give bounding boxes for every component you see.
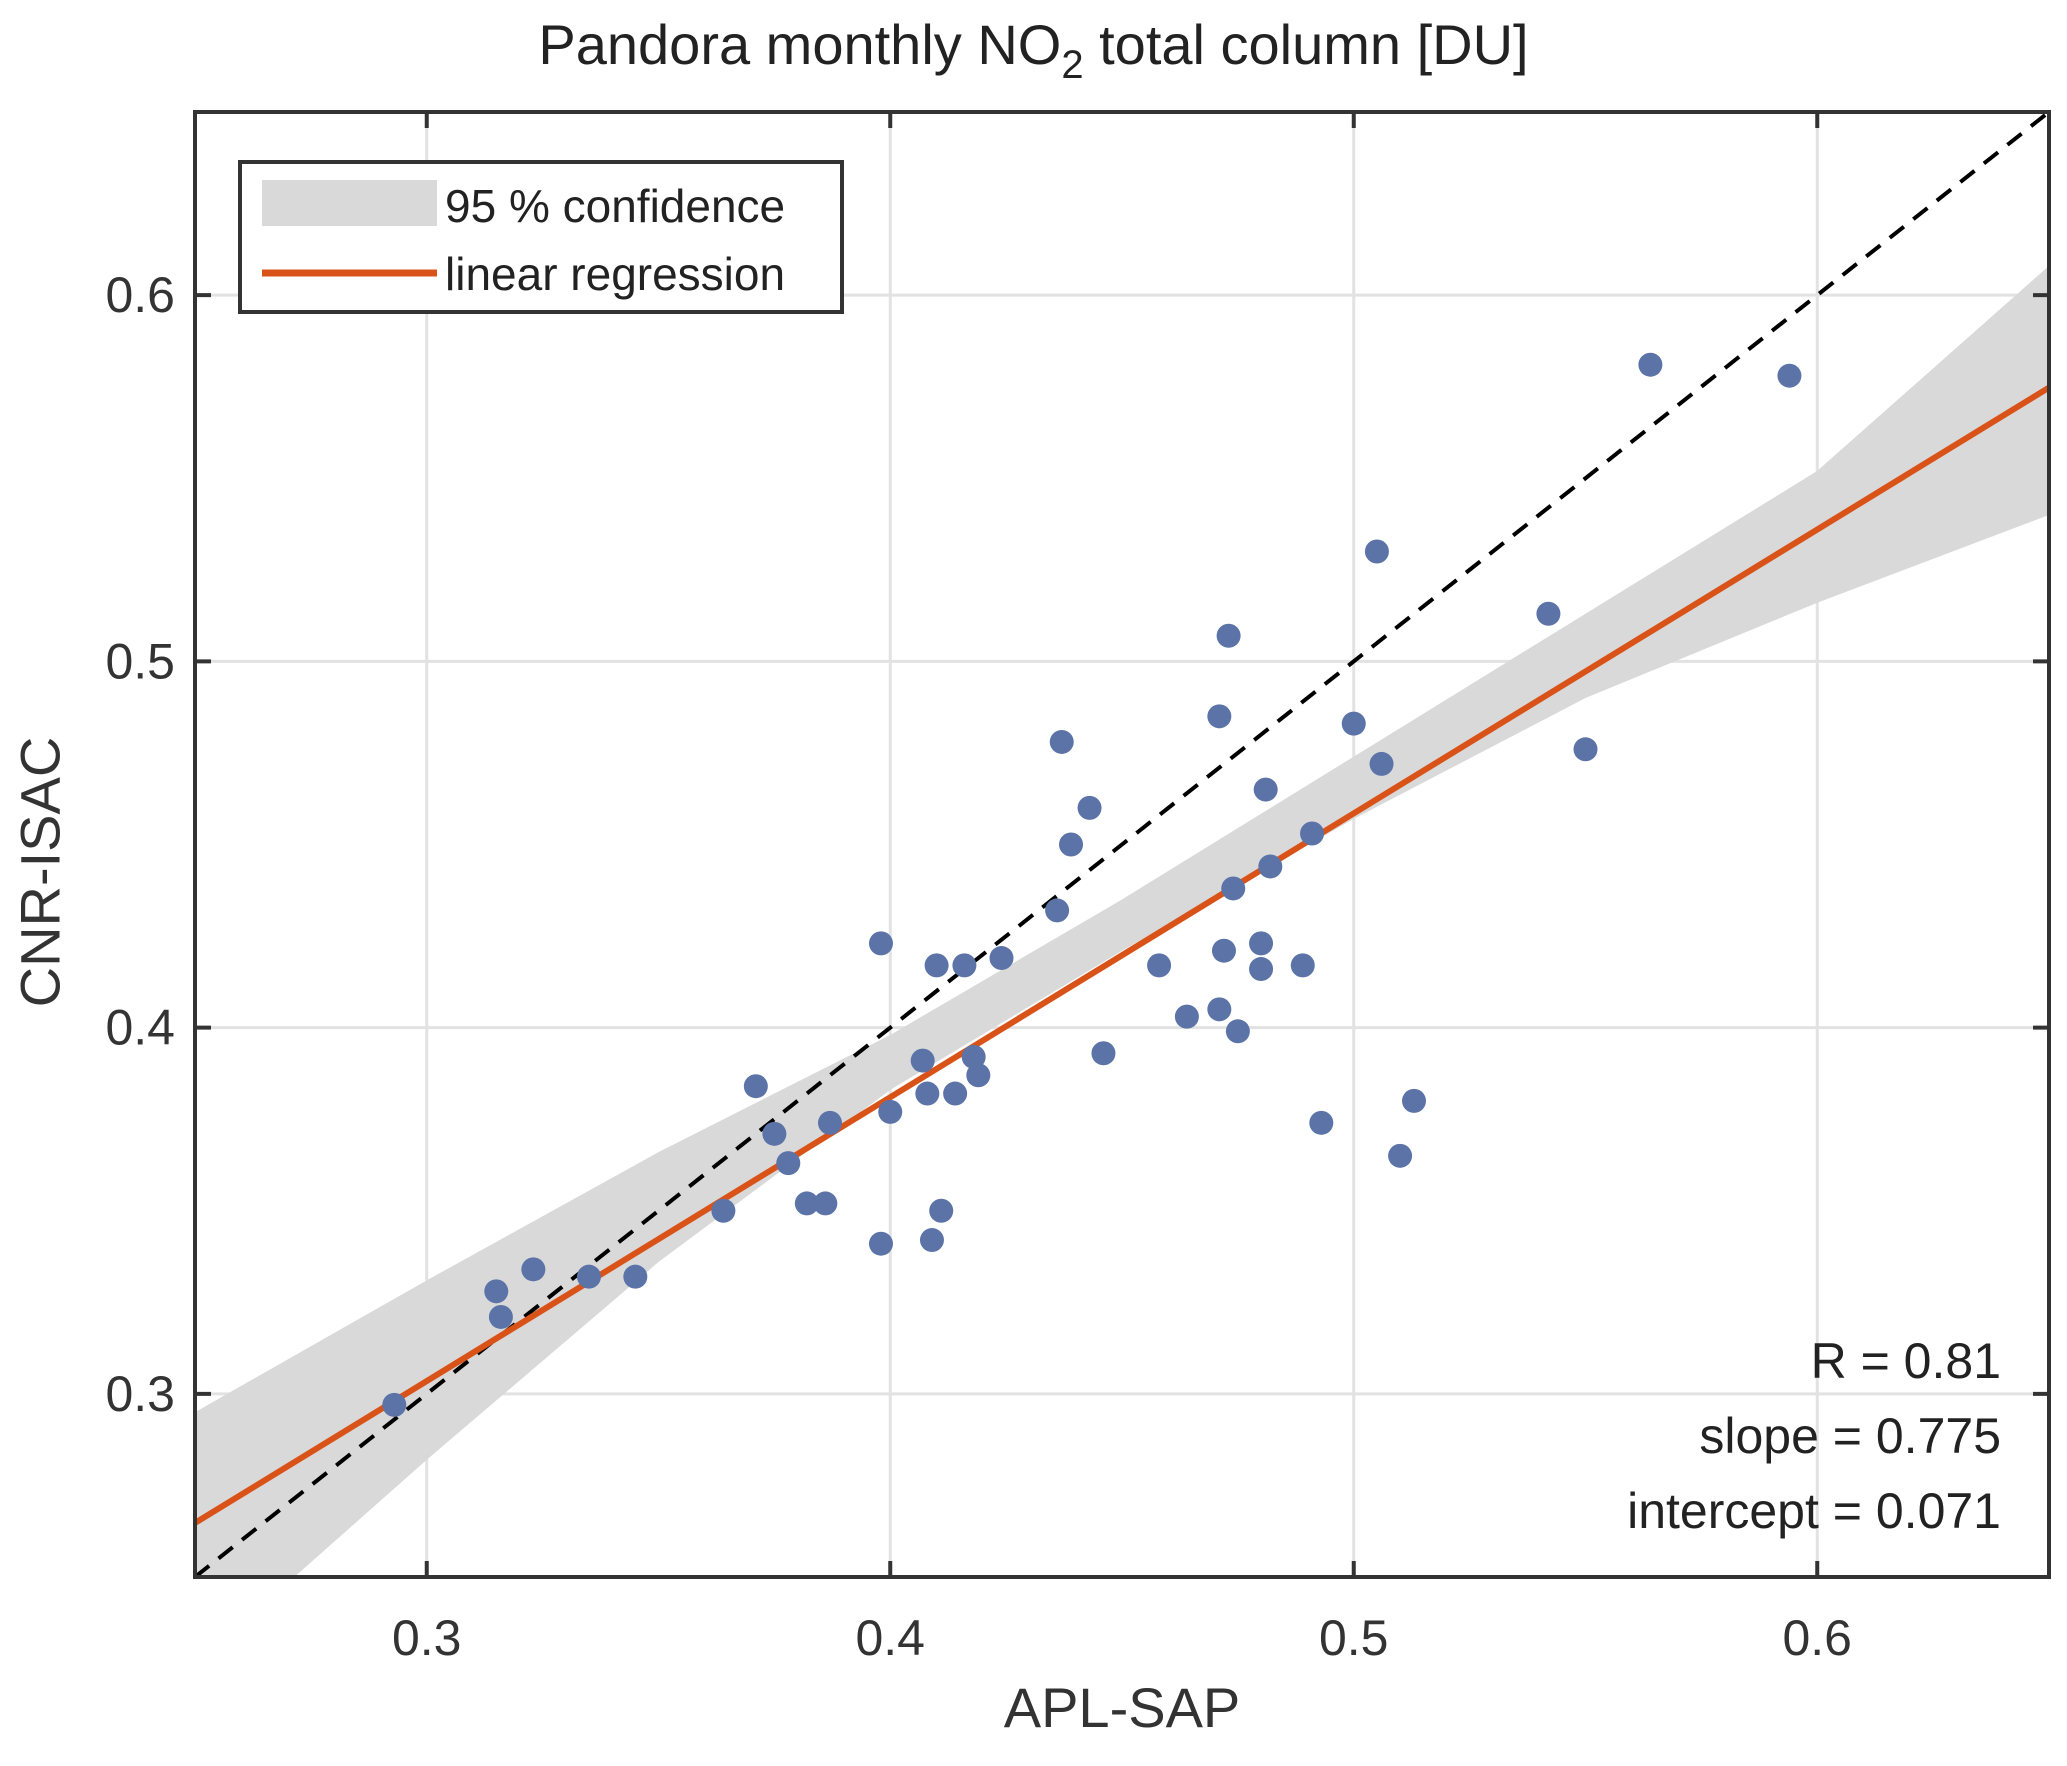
data-point-10 [794,1191,819,1216]
data-point-15 [878,1099,903,1124]
data-point-9 [776,1151,801,1176]
data-point-37 [1221,876,1246,901]
data-point-47 [1364,539,1389,564]
data-point-38 [1225,1019,1250,1044]
confidence-band-layer [195,265,2049,1577]
data-point-25 [989,946,1014,971]
data-point-8 [762,1121,787,1146]
data-point-41 [1253,777,1278,802]
data-point-43 [1290,953,1315,978]
data-point-4 [576,1264,601,1289]
title-rest: total column [DU] [1083,13,1529,76]
data-point-49 [1388,1143,1413,1168]
data-point-31 [1147,953,1172,978]
data-point-27 [1049,729,1074,754]
x-axis-label: APL-SAP [1003,1676,1241,1739]
data-point-13 [868,1231,893,1256]
data-point-42 [1258,854,1283,879]
data-point-53 [1638,352,1663,377]
data-point-46 [1341,711,1366,736]
data-point-50 [1402,1088,1427,1113]
confidence-band [195,265,2049,1577]
data-point-11 [813,1191,838,1216]
data-point-51 [1536,601,1561,626]
x-tick-label-0: 0.3 [392,1610,462,1666]
data-point-16 [910,1048,935,1073]
axes-box [193,110,2051,1579]
data-point-20 [929,1198,954,1223]
data-point-45 [1309,1110,1334,1135]
stat-slope: slope = 0.775 [1699,1408,2001,1464]
data-point-22 [952,953,977,978]
x-tick-label-3: 0.6 [1782,1610,1852,1666]
data-point-17 [915,1081,940,1106]
x-tick-label-1: 0.4 [855,1610,925,1666]
chart-title: Pandora monthly NO2 total column [DU] [0,12,2067,85]
y-axis-label: CNR-ISAC [8,736,72,1008]
data-point-28 [1059,832,1084,857]
data-point-35 [1211,938,1236,963]
data-point-33 [1207,997,1232,1022]
data-point-6 [711,1198,736,1223]
data-point-1 [484,1279,509,1304]
stats-annotation: R = 0.81 slope = 0.775 intercept = 0.071 [1627,1333,2001,1539]
data-point-39 [1249,931,1274,956]
data-point-24 [966,1063,991,1088]
data-point-2 [488,1304,513,1329]
data-point-48 [1369,751,1394,776]
title-subscript: 2 [1061,43,1084,87]
data-point-5 [623,1264,648,1289]
data-point-34 [1207,704,1232,729]
y-tick-label-3: 0.6 [105,267,175,323]
data-point-12 [817,1110,842,1135]
data-point-21 [943,1081,968,1106]
legend-confidence-label: 95 % confidence [445,180,785,232]
data-point-30 [1091,1041,1116,1066]
y-tick-label-2: 0.5 [105,633,175,689]
title-main: Pandora monthly NO [538,13,1062,76]
scatter-points [382,352,1802,1417]
axes [193,110,2051,1579]
data-point-26 [1045,898,1070,923]
y-tick-label-0: 0.3 [105,1366,175,1422]
stat-r: R = 0.81 [1811,1333,2001,1389]
y-tick-label-1: 0.4 [105,1000,175,1056]
data-point-44 [1300,821,1325,846]
data-point-36 [1216,623,1241,648]
legend-confidence-swatch [262,180,437,226]
data-point-40 [1249,957,1274,982]
data-point-18 [919,1228,944,1253]
data-point-0 [382,1392,407,1417]
data-point-19 [924,953,949,978]
data-point-29 [1077,795,1102,820]
tick-labels: 0.3 0.4 0.5 0.6 0.3 0.4 0.5 0.6 [105,267,1852,1666]
data-point-52 [1573,737,1598,762]
data-point-14 [868,931,893,956]
regression-line [193,385,2051,1526]
stat-intercept: intercept = 0.071 [1627,1483,2001,1539]
data-point-54 [1777,363,1802,388]
legend: 95 % confidence linear regression [238,160,844,314]
data-point-3 [521,1257,546,1282]
x-tick-label-2: 0.5 [1319,1610,1389,1666]
data-point-7 [743,1074,768,1099]
regression-line-layer [193,385,2051,1526]
data-point-32 [1174,1004,1199,1029]
legend-regression-label: linear regression [445,248,785,300]
data-point-23 [961,1044,986,1069]
